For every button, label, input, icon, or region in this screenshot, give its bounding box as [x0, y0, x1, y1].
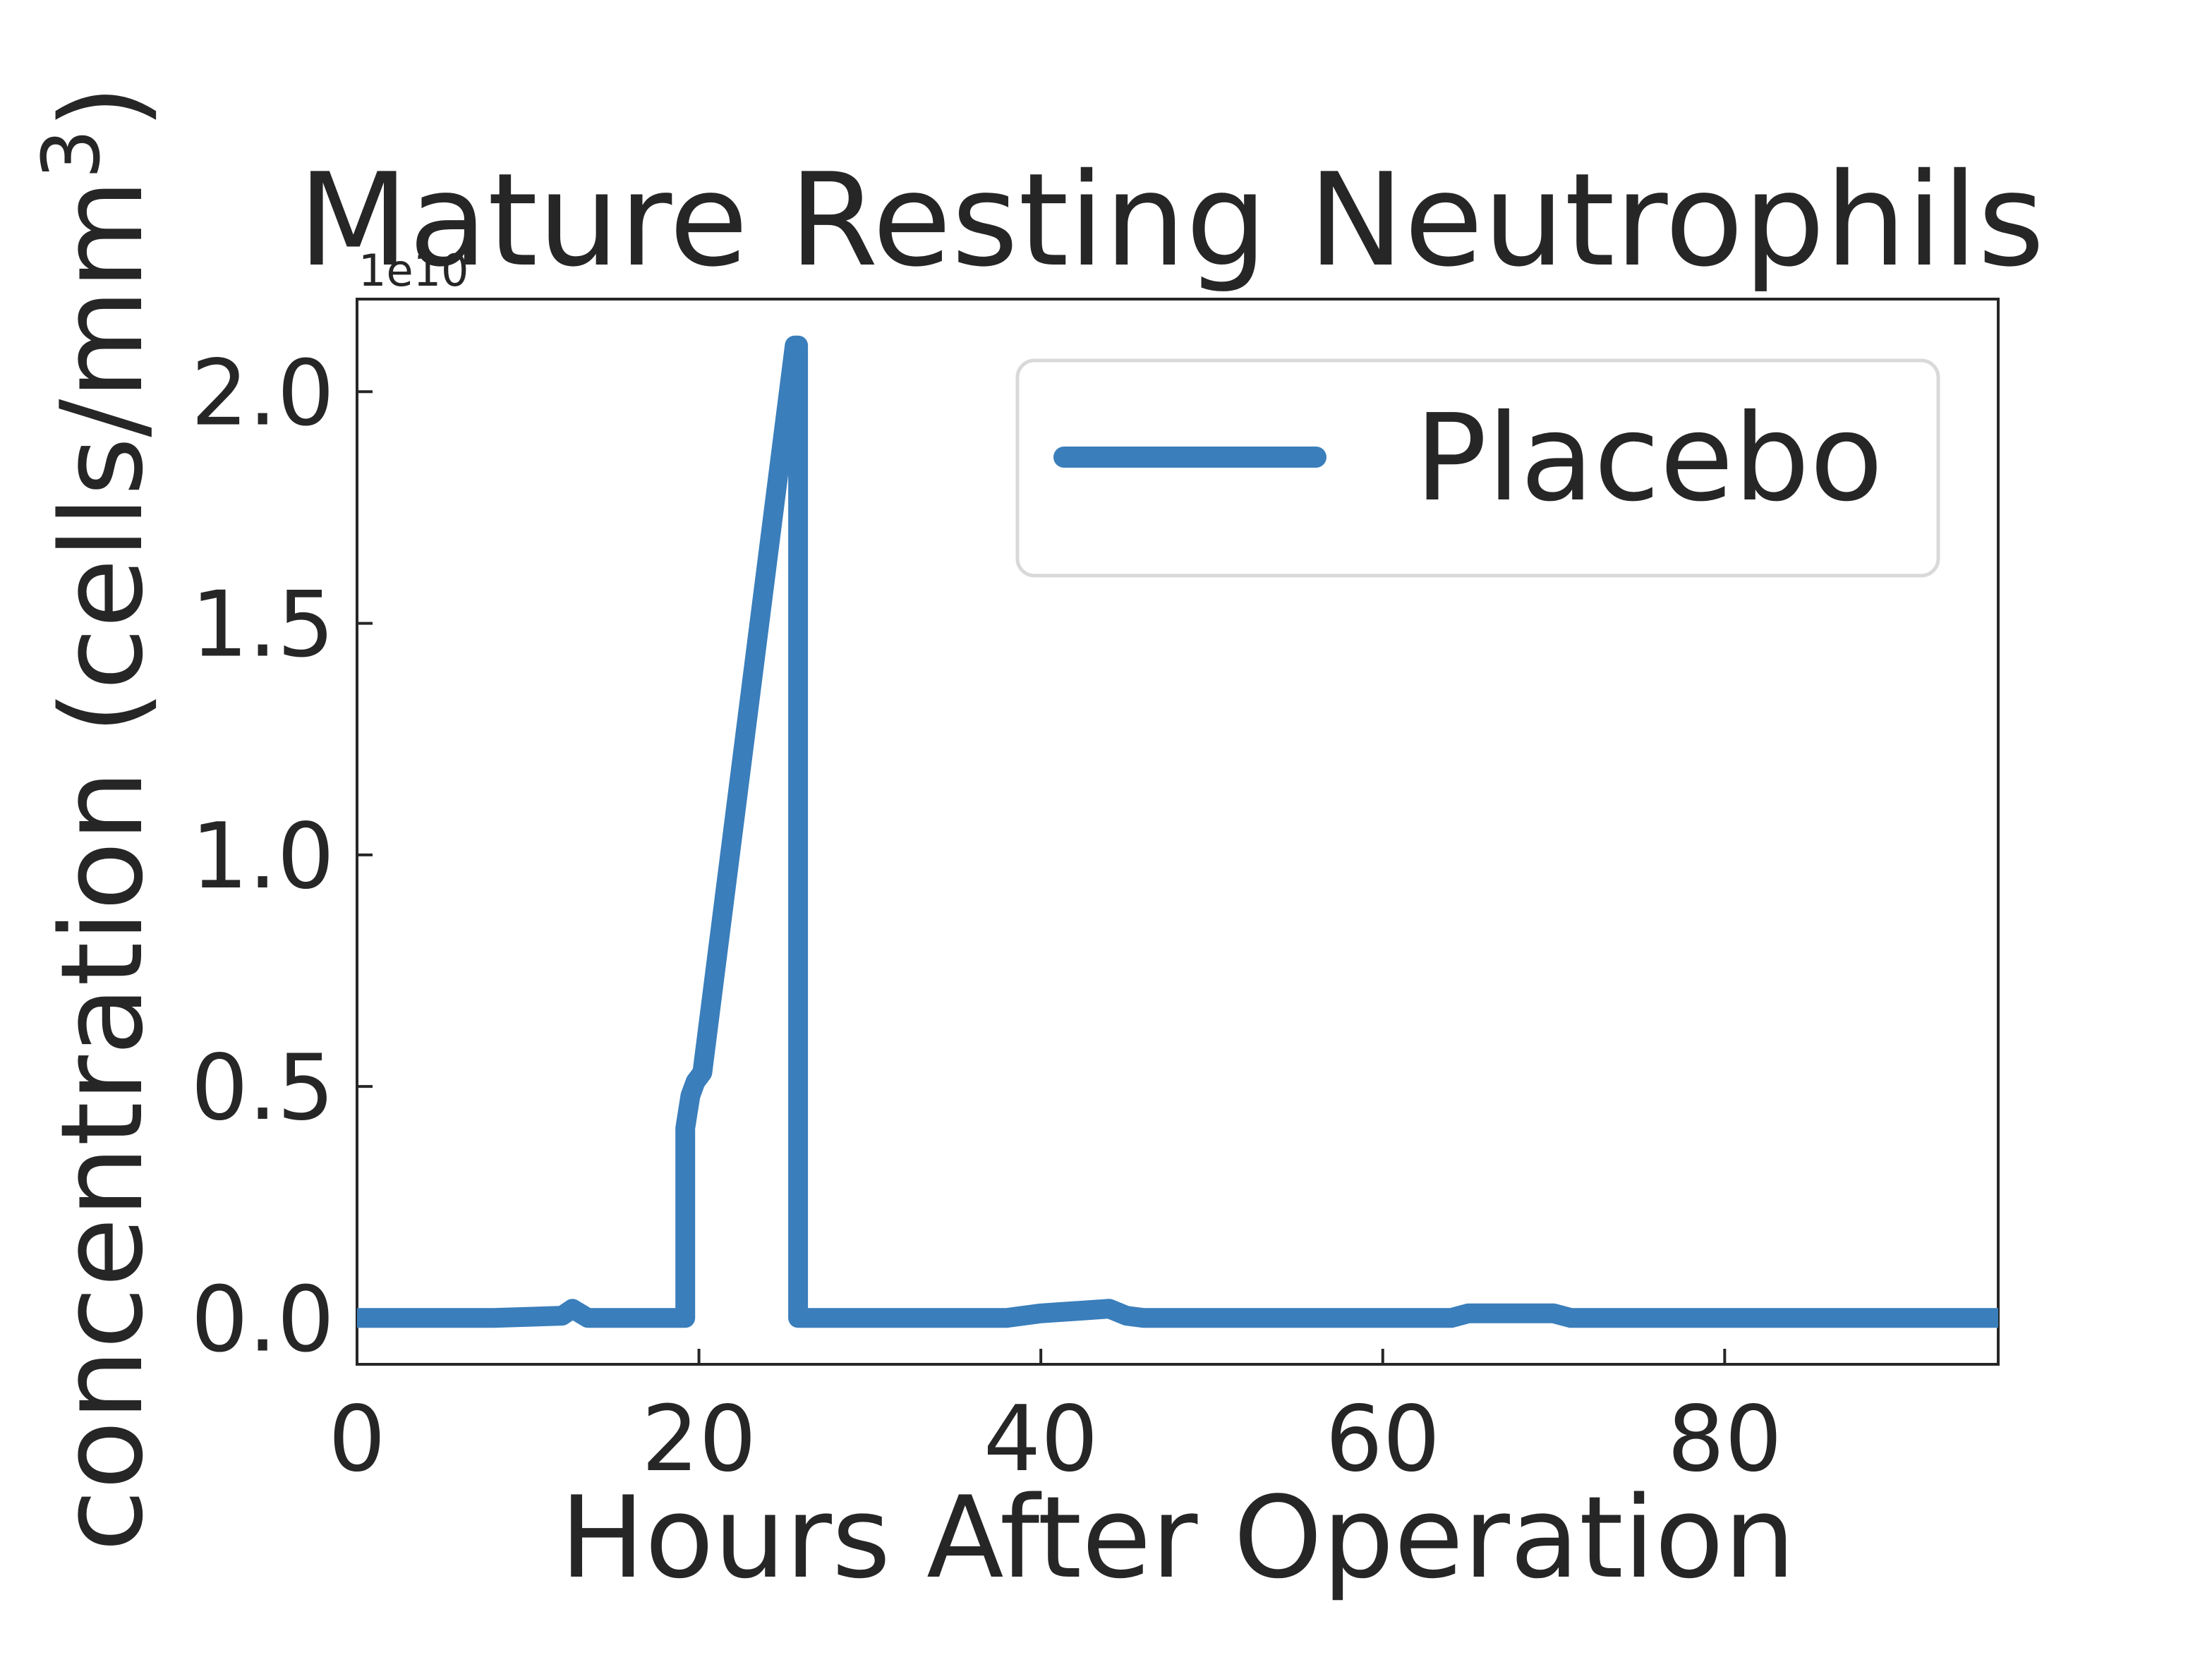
y-axis-offset-text: 1e10	[358, 245, 469, 296]
y-tick-label: 0.5	[191, 1036, 334, 1141]
legend: Placebo	[1015, 358, 1940, 578]
x-axis-label: Hours After Operation	[560, 1472, 1796, 1603]
y-axis-label-main: concentration (cells/mm	[36, 179, 168, 1552]
series-line-placebo	[357, 335, 1998, 1328]
y-axis-label: concentration (cells/mm3)	[26, 85, 168, 1551]
legend-box	[1015, 358, 1940, 578]
y-axis-ticks: 0.0 0.5 1.0 1.5 2.0	[191, 341, 373, 1372]
y-tick-label: 1.5	[191, 573, 334, 678]
x-tick-label: 60	[1325, 1387, 1440, 1492]
y-tick-label: 0.0	[191, 1267, 334, 1372]
series-layer	[357, 335, 1998, 1328]
x-tick-label: 20	[641, 1387, 756, 1492]
legend-label-placebo: Placebo	[1415, 389, 1883, 528]
y-axis-label-close: )	[36, 85, 168, 128]
x-tick-label: 0	[328, 1387, 385, 1492]
chart-title: Mature Resting Neutrophils	[298, 145, 2044, 295]
y-tick-label: 2.0	[191, 341, 334, 446]
x-tick-label: 80	[1667, 1387, 1782, 1492]
y-axis-label-superscript: 3	[26, 129, 118, 179]
x-axis-ticks: 0 20 40 60 80	[328, 1349, 1782, 1492]
y-tick-label: 1.0	[191, 804, 334, 909]
x-tick-label: 40	[984, 1387, 1099, 1492]
